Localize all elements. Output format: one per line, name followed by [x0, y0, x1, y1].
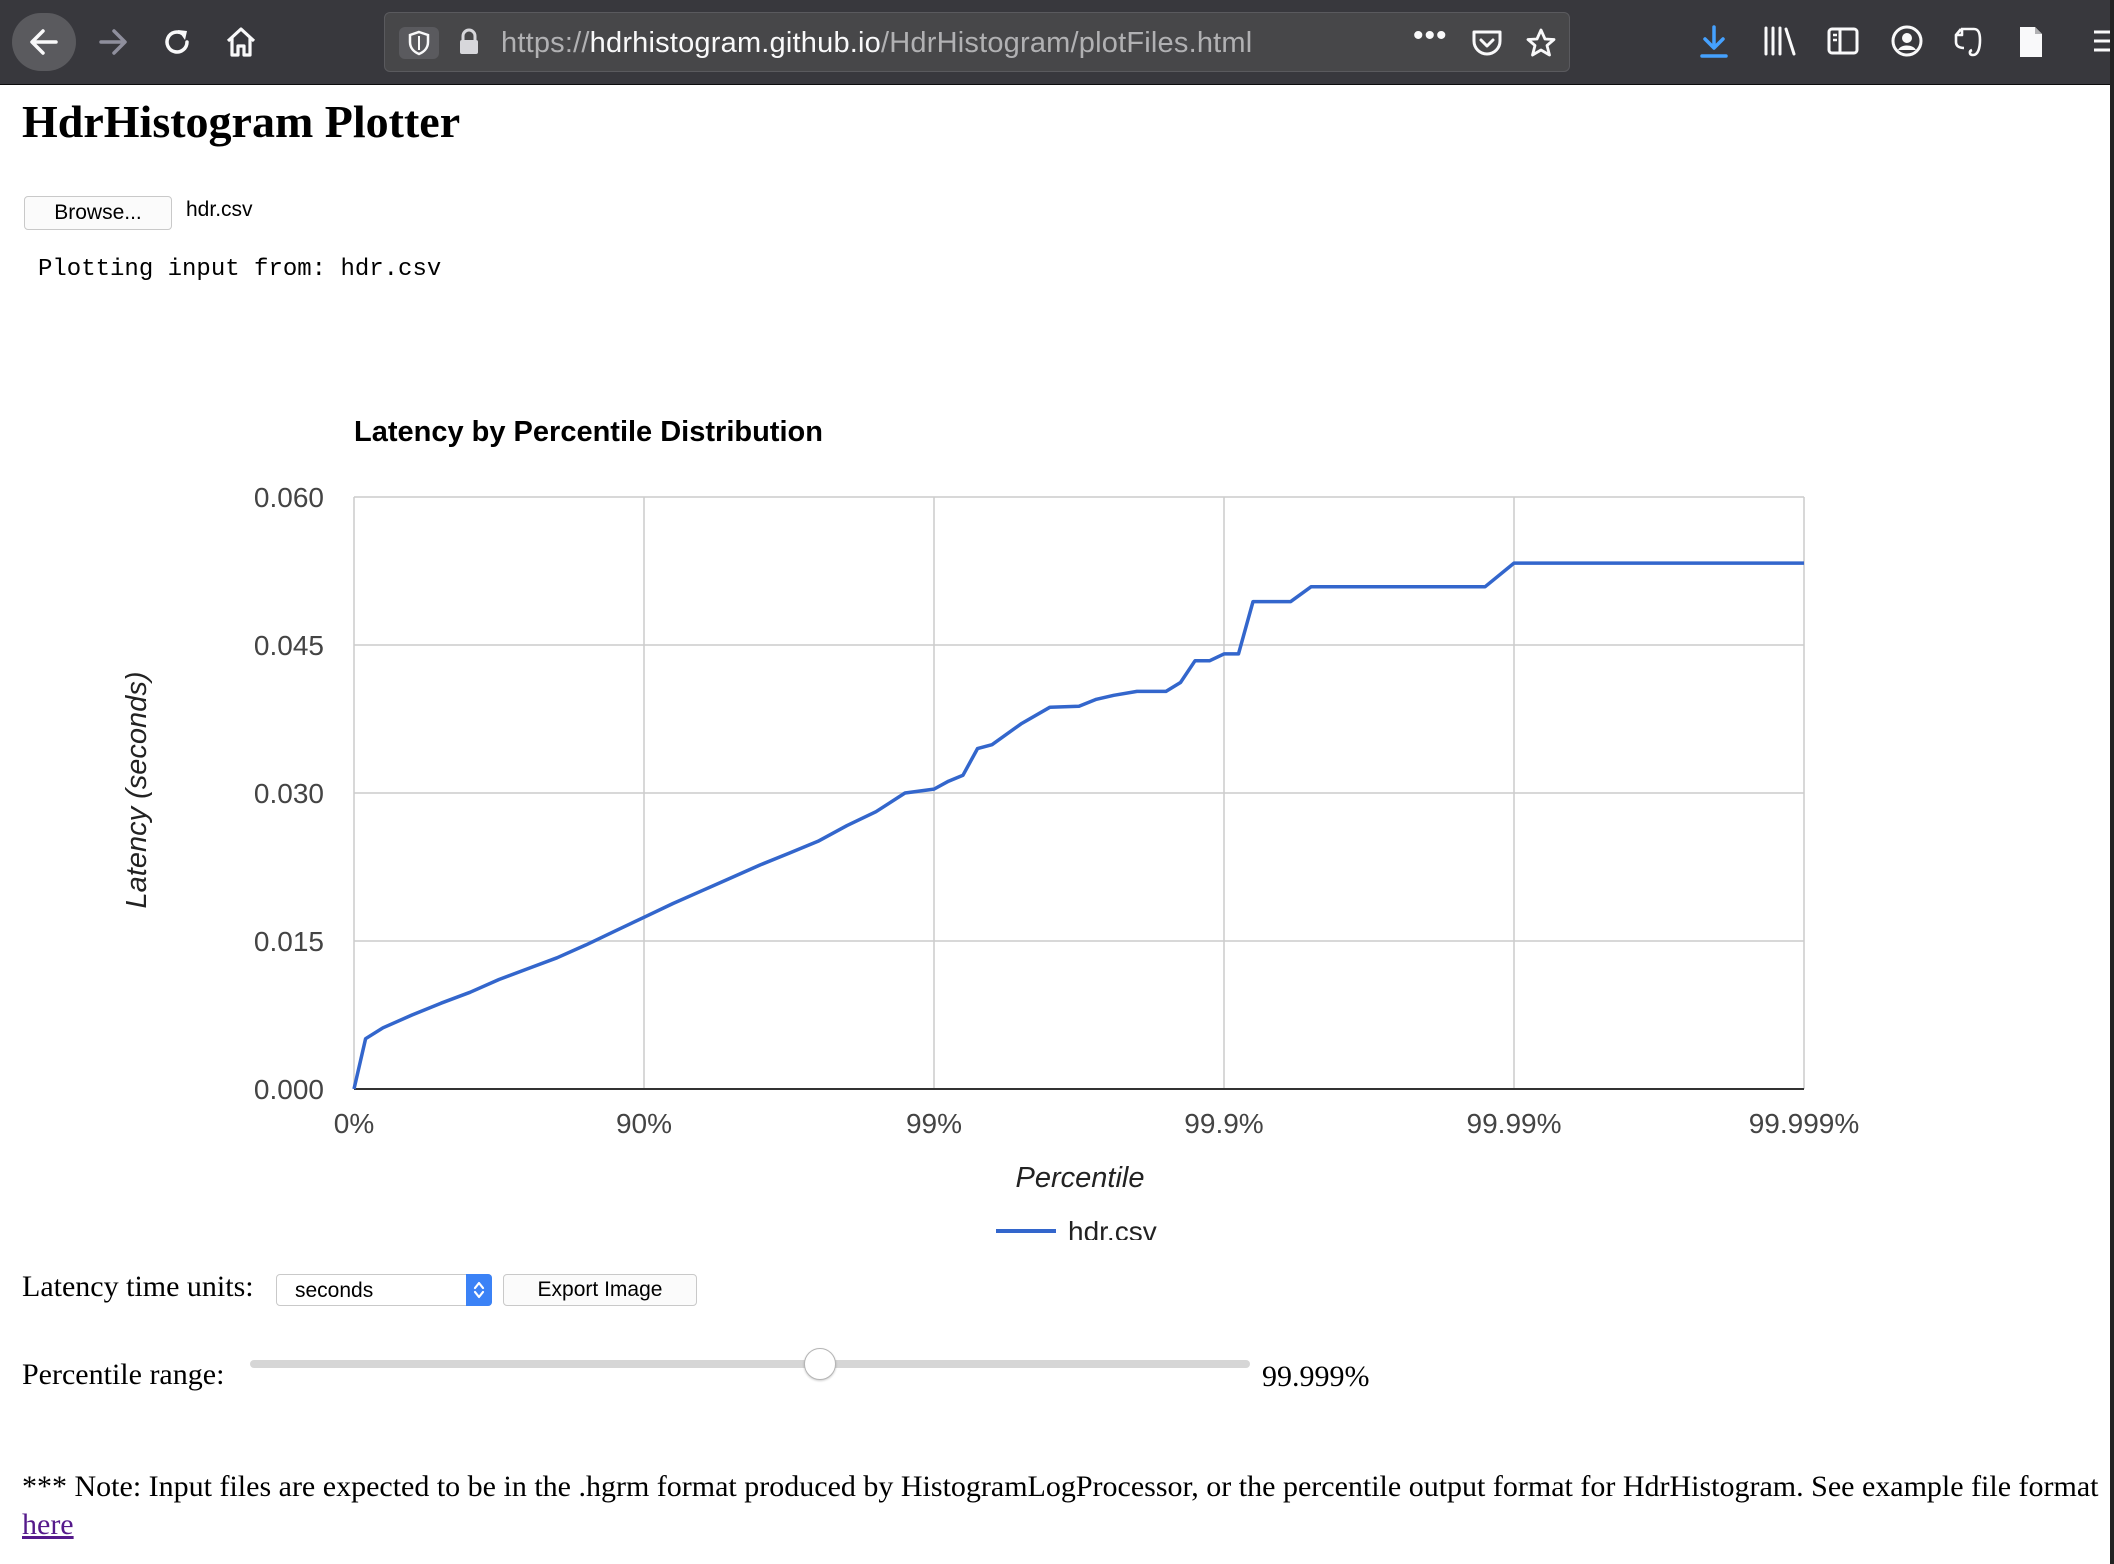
- url-bar[interactable]: https://hdrhistogram.github.io/HdrHistog…: [384, 12, 1570, 72]
- page-title: HdrHistogram Plotter: [22, 96, 461, 147]
- lock-icon[interactable]: [457, 27, 481, 62]
- window-edge: [2110, 0, 2114, 1564]
- units-label: Latency time units:: [22, 1270, 254, 1303]
- evernote-icon[interactable]: [1952, 24, 1986, 60]
- x-tick-label: 99.9%: [1184, 1108, 1263, 1139]
- y-axis-ticks: 0.000 0.015 0.030 0.045 0.060: [254, 482, 324, 1105]
- url-host: hdrhistogram.github.io: [589, 27, 881, 59]
- back-button[interactable]: [12, 13, 76, 71]
- y-tick-label: 0.045: [254, 630, 324, 661]
- x-tick-label: 99.99%: [1467, 1108, 1562, 1139]
- select-arrows-icon: [466, 1274, 492, 1306]
- forward-button[interactable]: [84, 13, 142, 71]
- home-icon: [226, 27, 256, 57]
- reload-button[interactable]: [148, 13, 206, 71]
- url-text[interactable]: https://hdrhistogram.github.io/HdrHistog…: [501, 27, 1252, 60]
- browser-toolbar: https://hdrhistogram.github.io/HdrHistog…: [0, 0, 2114, 85]
- library-icon[interactable]: [1762, 24, 1798, 58]
- account-icon[interactable]: [1890, 24, 1924, 58]
- export-image-button[interactable]: Export Image: [503, 1274, 697, 1306]
- legend-label: hdr.csv: [1068, 1216, 1157, 1240]
- y-tick-label: 0.000: [254, 1074, 324, 1105]
- sidebar-icon[interactable]: [1826, 24, 1860, 58]
- format-note: *** Note: Input files are expected to be…: [22, 1468, 2102, 1544]
- x-tick-label: 0%: [334, 1108, 374, 1139]
- range-label: Percentile range:: [22, 1358, 225, 1391]
- y-axis-label: Latency (seconds): [121, 672, 153, 909]
- y-tick-label: 0.060: [254, 482, 324, 513]
- latency-chart: Latency by Percentile Distribution 0.000…: [121, 416, 1860, 1240]
- x-axis-label: Percentile: [1016, 1162, 1145, 1194]
- arrow-right-icon: [99, 29, 127, 55]
- url-scheme: https://: [501, 27, 590, 59]
- chart-grid: [353, 496, 1805, 1090]
- tracking-protection-icon[interactable]: [399, 27, 439, 59]
- example-format-link[interactable]: here: [22, 1508, 74, 1541]
- plot-status-text: Plotting input from: hdr.csv: [38, 256, 442, 283]
- range-value: 99.999%: [1262, 1360, 1370, 1393]
- pocket-icon[interactable]: [1471, 29, 1503, 64]
- x-tick-label: 90%: [616, 1108, 672, 1139]
- units-select[interactable]: seconds: [276, 1274, 492, 1306]
- page-actions-menu-icon[interactable]: •••: [1413, 19, 1448, 52]
- x-axis-ticks: 0% 90% 99% 99.9% 99.99% 99.999%: [334, 1108, 1860, 1139]
- selected-file-name: hdr.csv: [186, 198, 253, 221]
- url-path: /HdrHistogram/plotFiles.html: [881, 27, 1253, 59]
- download-icon[interactable]: [1698, 24, 1730, 60]
- chart-title: Latency by Percentile Distribution: [354, 416, 823, 448]
- chart-legend: hdr.csv: [996, 1216, 1157, 1240]
- y-tick-label: 0.015: [254, 926, 324, 957]
- browse-button[interactable]: Browse...: [24, 196, 172, 230]
- bookmark-star-icon[interactable]: [1525, 27, 1557, 64]
- units-select-value: seconds: [295, 1279, 374, 1302]
- home-button[interactable]: [212, 13, 270, 71]
- x-tick-label: 99%: [906, 1108, 962, 1139]
- percentile-range-slider[interactable]: [250, 1360, 1250, 1368]
- note-text: *** Note: Input files are expected to be…: [22, 1470, 2099, 1503]
- x-tick-label: 99.999%: [1749, 1108, 1860, 1139]
- y-tick-label: 0.030: [254, 778, 324, 809]
- reader-view-icon[interactable]: [2016, 24, 2046, 60]
- series-line-hdr-csv: [352, 561, 1804, 1090]
- reload-icon: [165, 30, 189, 54]
- arrow-left-icon: [30, 29, 58, 55]
- slider-thumb[interactable]: [804, 1348, 836, 1380]
